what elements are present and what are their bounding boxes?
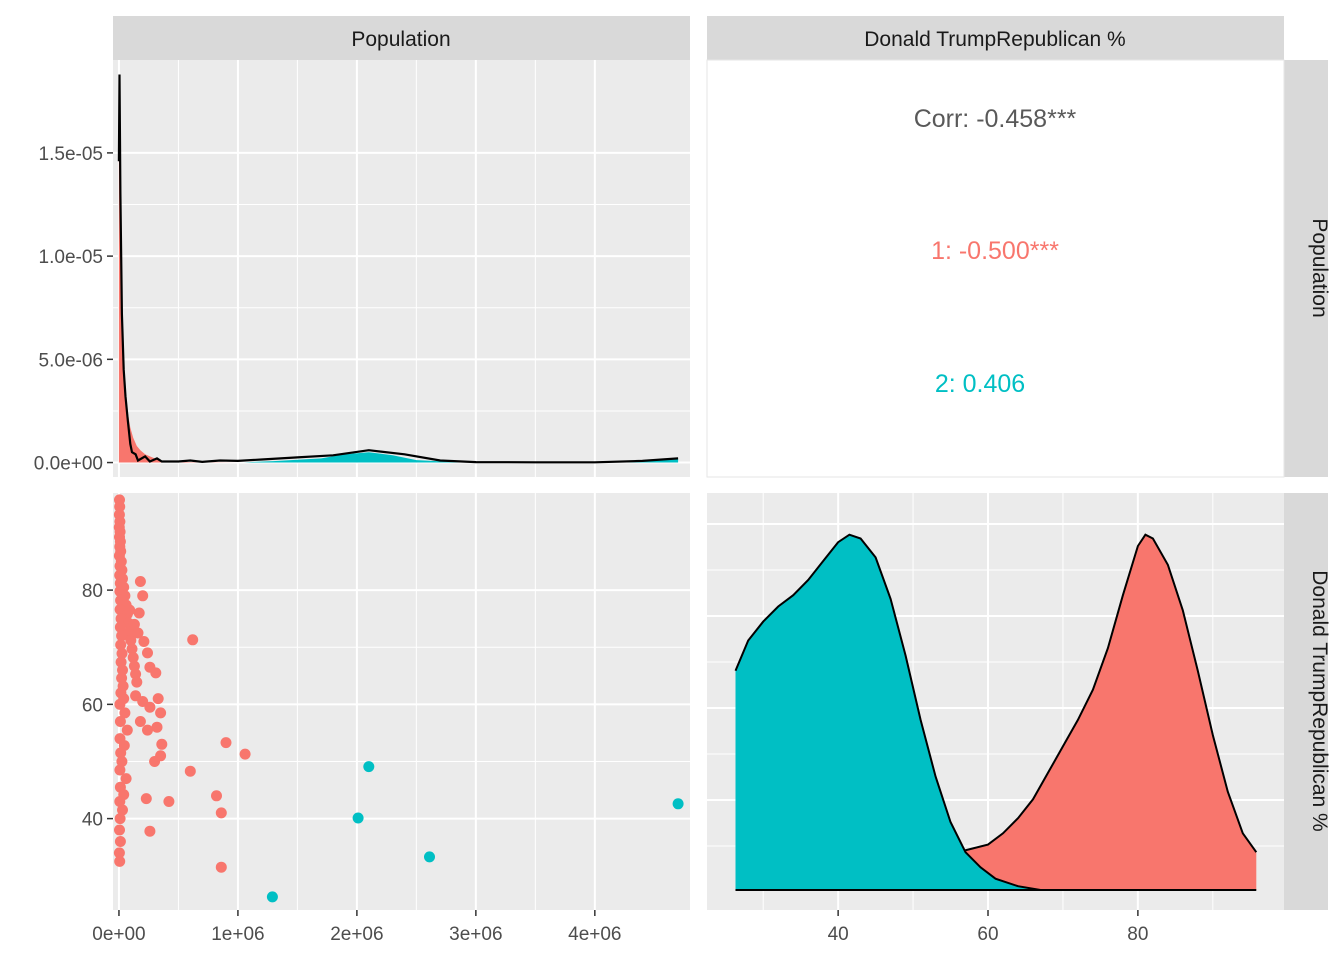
y-tick-label-density: 1.5e-05: [39, 144, 103, 165]
scatter-plot: [113, 493, 690, 910]
x-tick-label-population: 3e+06: [449, 924, 502, 945]
scatter-point-group-1: [215, 861, 227, 873]
scatter-point-group-1: [215, 807, 227, 819]
scatter-point-group-1: [184, 765, 196, 777]
scatter-point-group-2: [266, 891, 278, 903]
scatter-point-group-1: [127, 652, 139, 663]
scatter-point-group-1: [142, 647, 153, 659]
y-tick-label-scatter: 60: [82, 695, 103, 716]
x-tick-label-population: 1e+06: [211, 924, 264, 945]
scatter-point-group-1: [155, 750, 167, 762]
scatter-point-group-1: [150, 667, 162, 679]
x-tick-label-trump: 60: [977, 924, 998, 945]
scatter-point-group-1: [116, 630, 128, 642]
panel-correlation-bg: [706, 59, 1285, 478]
corr-group2: 2: 0.406: [935, 370, 1025, 398]
scatter-point-group-1: [117, 804, 128, 816]
scatter-point-group-1: [116, 756, 128, 767]
strip-col-trump: Donald TrumpRepublican %: [707, 16, 1284, 60]
scatter-point-group-1: [114, 716, 126, 727]
y-tick-label-density: 5.0e-06: [39, 350, 103, 371]
scatter-point-group-1: [239, 748, 251, 760]
scatter-point-group-1: [119, 707, 131, 719]
scatter-point-group-1: [134, 576, 146, 587]
scatter-point-group-1: [137, 590, 149, 602]
scatter-point-group-1: [211, 790, 222, 802]
y-tick-label-scatter: 40: [82, 810, 103, 831]
scatter-point-group-1: [113, 847, 125, 859]
panel-population-density-bg: [113, 60, 690, 477]
scatter-point-group-1: [114, 698, 126, 710]
trump-density-line-group-1: [912, 533, 1258, 891]
x-tick-label-trump: 80: [1127, 924, 1148, 945]
strip-col-trump-label: Donald TrumpRepublican %: [864, 28, 1125, 51]
scatter-point-group-1: [144, 825, 156, 837]
x-tick-label-trump: 40: [828, 924, 849, 945]
scatter-point-group-1: [134, 716, 146, 727]
y-tick-label-density: 1.0e-05: [39, 247, 103, 268]
scatter-point-group-1: [115, 747, 127, 759]
corr-group1: 1: -0.500***: [931, 237, 1059, 265]
trump-density-area-group-2: [735, 534, 1063, 890]
scatter-point-group-1: [126, 643, 138, 655]
scatter-point-group-1: [114, 824, 125, 836]
strip-col-population-label: Population: [351, 28, 450, 51]
scatter-point-group-1: [114, 836, 126, 847]
scatter-point-group-1: [117, 664, 128, 676]
scatter-point-group-1: [114, 813, 126, 825]
scatter-point-group-1: [156, 738, 168, 750]
panel-scatter-bg: [113, 493, 690, 910]
strip-col-population: Population: [113, 16, 690, 60]
scatter-point-group-1: [144, 701, 156, 713]
scatter-point-group-2: [352, 812, 364, 824]
population-density-plot: [113, 60, 690, 477]
trump-density-plot: [707, 493, 1284, 910]
scatter-point-group-1: [131, 676, 143, 688]
scatter-point-group-1: [115, 639, 127, 651]
corr-overall: Corr: -0.458***: [914, 105, 1077, 133]
scatter-point-group-1: [187, 634, 199, 646]
strip-row-trump-label: Donald TrumpRepublican %: [1308, 570, 1331, 831]
scatter-point-group-1: [128, 618, 140, 630]
density-overall-line: [117, 74, 679, 464]
scatter-point-group-1: [120, 773, 132, 785]
scatter-point-group-2: [672, 798, 684, 810]
scatter-point-group-1: [121, 724, 133, 736]
trump-density-area-group-1: [913, 534, 1257, 890]
scatter-point-group-1: [142, 724, 153, 736]
scatter-point-group-1: [114, 764, 126, 776]
scatter-point-group-1: [151, 721, 163, 733]
strip-row-trump: Donald TrumpRepublican %: [1284, 493, 1331, 910]
scatter-point-group-1: [114, 501, 126, 513]
y-tick-label-density: 0.0e+00: [34, 454, 103, 475]
scatter-point-group-2: [424, 851, 435, 863]
trump-density-line-group-2: [734, 533, 1063, 891]
x-tick-label-population: 0e+00: [92, 924, 145, 945]
strip-row-population-label: Population: [1308, 218, 1331, 317]
scatter-point-group-1: [152, 693, 164, 705]
y-tick-label-scatter: 80: [82, 581, 103, 602]
scatter-point-group-1: [133, 607, 145, 619]
scatter-point-group-1: [220, 737, 232, 749]
scatter-point-group-2: [363, 761, 375, 773]
scatter-point-group-1: [132, 627, 144, 639]
scatter-point-group-1: [114, 621, 126, 633]
scatter-point-group-1: [155, 707, 167, 719]
scatter-point-group-1: [138, 636, 150, 647]
density-area-group-2: [243, 452, 679, 463]
scatter-point-group-1: [116, 648, 128, 659]
axes: 0.0e+00 5.0e-06 1.0e-05 1.5e-05 40 60 80 0e+00 1…: [34, 144, 1149, 945]
x-tick-label-population: 4e+06: [568, 924, 621, 945]
strip-row-population: Population: [1284, 60, 1331, 477]
scatter-point-group-1: [114, 796, 126, 807]
scatter-point-group-1: [125, 634, 137, 646]
scatter-point-group-1: [163, 796, 175, 807]
scatter-point-group-1: [114, 855, 126, 867]
scatter-point-group-1: [124, 604, 136, 616]
x-tick-label-population: 2e+06: [330, 924, 383, 945]
scatter-point-group-1: [140, 793, 152, 805]
